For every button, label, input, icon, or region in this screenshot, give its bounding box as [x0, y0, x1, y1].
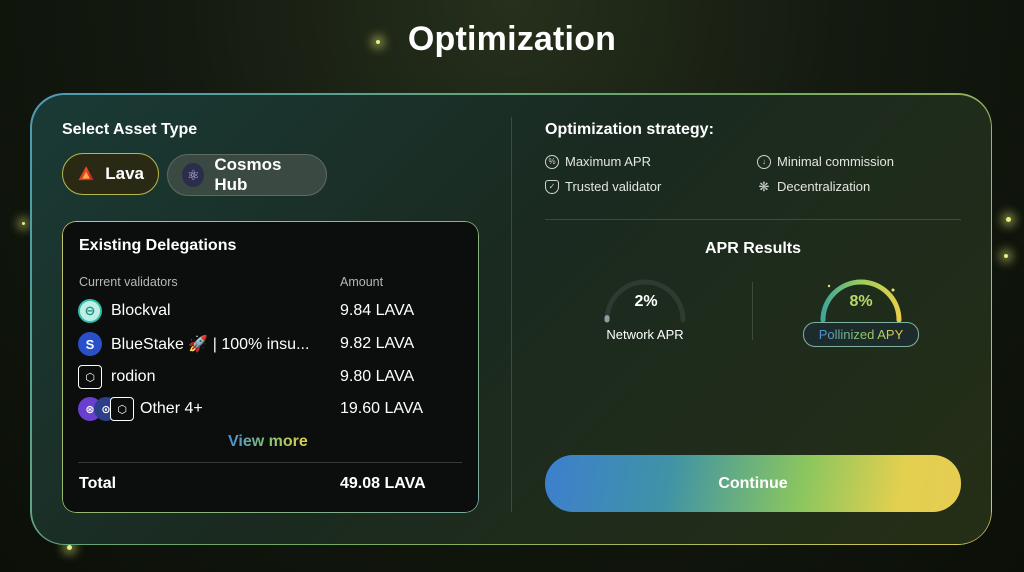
- asset-option-label: Cosmos Hub: [214, 155, 282, 194]
- others-icon: ⊛ ⊙ ⬡: [78, 397, 134, 421]
- delegation-row: ⊛ ⊙ ⬡ Other 4+ 19.60 LAVA: [78, 396, 438, 422]
- view-more-link[interactable]: View more: [228, 433, 308, 450]
- lava-icon: [78, 166, 94, 181]
- validator-name: Blockval: [111, 302, 171, 319]
- validator-amount: 9.82 LAVA: [340, 335, 415, 352]
- network-apr-value: 2%: [634, 293, 658, 310]
- strategy-decentralization[interactable]: ❋ Decentralization: [757, 178, 871, 195]
- strategy-minimal-commission[interactable]: ↓ Minimal commission: [757, 154, 894, 169]
- pollinized-apy-label: Pollinized APY: [818, 327, 904, 342]
- continue-button[interactable]: Continue: [545, 455, 961, 512]
- validator-avatar-icon: ⬡: [110, 397, 134, 421]
- validator-name: rodion: [111, 368, 156, 385]
- asset-option-cosmos-hub[interactable]: ⚛ Cosmos Hub: [167, 154, 327, 196]
- apr-results-title: APR Results: [704, 240, 802, 257]
- total-divider: [78, 462, 462, 463]
- blockval-icon: ⊖: [78, 299, 102, 323]
- validator-amount: 19.60 LAVA: [340, 400, 424, 417]
- delegation-row: S BlueStake 🚀 | 100% insu... 9.82 LAVA: [78, 331, 438, 357]
- asset-option-label: Lava: [105, 164, 144, 183]
- validator-name: Other 4+: [140, 400, 203, 417]
- strategy-label: Trusted validator: [565, 179, 662, 194]
- cosmos-icon: ⚛: [182, 163, 205, 187]
- pollinized-apy-badge: Pollinized APY: [803, 322, 919, 347]
- results-divider: [752, 282, 753, 340]
- strategy-maximum-apr[interactable]: % Maximum APR: [545, 154, 651, 169]
- sparkle-icon: [827, 284, 831, 288]
- network-apr-gauge: [604, 279, 686, 323]
- validator-name: BlueStake 🚀 | 100% insu...: [111, 336, 310, 353]
- strategy-trusted-validator[interactable]: ✓ Trusted validator: [545, 179, 661, 194]
- delegation-row: ⊖ Blockval 9.84 LAVA: [78, 298, 438, 324]
- sparkle-icon: [891, 288, 895, 292]
- strategy-divider: [545, 219, 961, 220]
- column-divider: [511, 117, 512, 512]
- network-icon: ❋: [758, 178, 770, 194]
- column-header-validator: Current validators: [79, 275, 178, 289]
- delegation-row: ⬡ rodion 9.80 LAVA: [78, 364, 438, 390]
- asset-type-label: Select Asset Type: [62, 121, 198, 138]
- strategy-label: Maximum APR: [565, 154, 651, 169]
- total-value: 49.08 LAVA: [340, 475, 426, 492]
- percent-icon: %: [545, 154, 559, 169]
- pollinized-apy-value: 8%: [849, 293, 873, 310]
- asset-option-lava[interactable]: Lava: [62, 153, 159, 195]
- column-header-amount: Amount: [340, 275, 384, 289]
- pollinized-apy-gauge: [820, 279, 902, 323]
- strategy-label: Decentralization: [777, 179, 871, 194]
- ambient-glow: [67, 545, 72, 550]
- delegations-title: Existing Delegations: [79, 237, 237, 254]
- shield-icon: ✓: [545, 179, 559, 194]
- total-label: Total: [79, 475, 117, 492]
- bluestake-icon: S: [78, 332, 102, 356]
- network-apr-label: Network APR: [606, 327, 684, 342]
- ambient-glow: [376, 40, 380, 44]
- validator-amount: 9.84 LAVA: [340, 302, 415, 319]
- ambient-glow: [1004, 254, 1008, 258]
- arrow-down-icon: ↓: [757, 154, 771, 169]
- strategy-title: Optimization strategy:: [545, 121, 714, 138]
- ambient-glow: [1006, 217, 1011, 222]
- strategy-label: Minimal commission: [777, 154, 895, 169]
- page-title: Optimization: [407, 20, 617, 58]
- rodion-icon: ⬡: [78, 365, 102, 389]
- ambient-glow: [22, 222, 25, 225]
- validator-amount: 9.80 LAVA: [340, 368, 415, 385]
